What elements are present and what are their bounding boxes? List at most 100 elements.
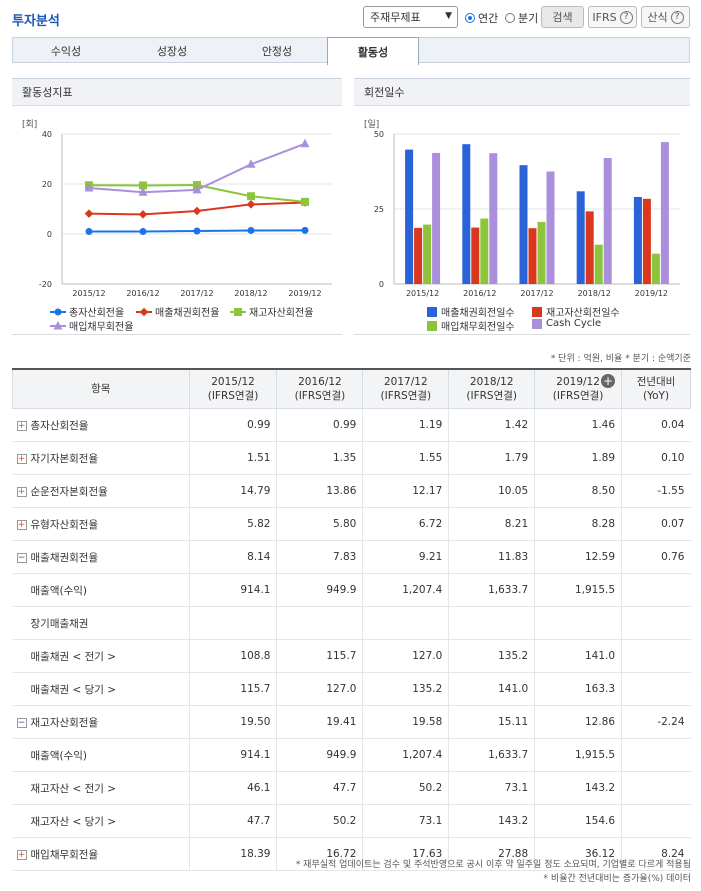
tab-activity[interactable]: 활동성	[327, 37, 419, 65]
value-cell: 50.2	[362, 771, 450, 805]
value-cell: 11.83	[448, 540, 536, 574]
bar	[603, 158, 612, 284]
value-cell: 141.0	[448, 672, 536, 706]
legend-item: Cash Cycle	[532, 318, 601, 329]
ifrs-help-button[interactable]: IFRS ?	[588, 6, 637, 28]
x-tick-label: 2018/12	[578, 289, 611, 298]
data-point	[138, 187, 148, 196]
column-header: 2016/12 (IFRS연결)	[276, 368, 364, 409]
bar	[519, 165, 528, 284]
value-cell: 46.1	[189, 771, 278, 805]
yoy-cell: -1.55	[621, 474, 691, 508]
activity-data-table: 항목 2015/12 (IFRS연결) 2016/12 (IFRS연결) 2017/…	[12, 368, 691, 871]
data-point	[192, 184, 202, 194]
data-point	[84, 183, 94, 192]
tab-profitability[interactable]: 수익성	[13, 38, 119, 63]
legend-label: Cash Cycle	[546, 318, 602, 329]
value-cell: 14.79	[189, 474, 278, 508]
yoy-cell	[621, 672, 691, 706]
value-cell: 18.39	[189, 837, 278, 871]
row-label-cell: 재고자산 < 전기 >	[12, 771, 190, 805]
value-cell: 1,207.4	[362, 573, 450, 607]
table-row[interactable]: + 총자산회전율 0.99 0.99 1.19 1.42 1.46 0.04	[12, 408, 691, 442]
table-row[interactable]: + 유형자산회전율 5.82 5.80 6.72 8.21 8.28 0.07	[12, 507, 691, 541]
bar	[480, 218, 489, 284]
search-button[interactable]: 검색	[541, 6, 584, 28]
legend-item: 매출채권회전일수	[427, 304, 515, 319]
value-cell	[362, 606, 450, 640]
ifrs-button-label: IFRS	[592, 10, 617, 24]
value-cell: 8.14	[189, 540, 278, 574]
legend-label: 매입채무회전율	[69, 322, 134, 333]
value-cell	[189, 606, 278, 640]
column-header-yoy: 전년대비 (YoY)	[621, 368, 691, 409]
yoy-cell: 0.07	[621, 507, 691, 541]
column-header-item: 항목	[12, 368, 190, 409]
legend-item: 재고자산회전율	[230, 304, 313, 319]
row-label: 순운전자본회전율	[30, 485, 108, 498]
analysis-tabs: 수익성 성장성 안정성 활동성	[12, 37, 690, 65]
radio-annual[interactable]: 연간	[465, 10, 498, 26]
radio-quarter[interactable]: 분기	[505, 10, 538, 26]
value-cell: 8.21	[448, 507, 536, 541]
bar	[651, 253, 660, 284]
x-tick-label: 2017/12	[520, 289, 553, 298]
expand-icon[interactable]: +	[16, 849, 27, 860]
table-row: 매출채권 < 전기 > 108.8 115.7 127.0 135.2 141.0	[12, 639, 691, 673]
column-basis: (YoY)	[642, 390, 670, 402]
expand-icon[interactable]: +	[16, 486, 27, 497]
column-basis: (IFRS연결)	[466, 390, 518, 402]
table-row[interactable]: + 매입채무회전율 18.39 16.72 17.63 27.88 36.12 8.24	[12, 837, 691, 871]
collapse-icon[interactable]: −	[16, 717, 27, 728]
x-tick-label: 2019/12	[635, 289, 668, 298]
legend-marker-icon	[50, 320, 66, 329]
page-title: 투자분석	[12, 14, 60, 29]
tab-growth[interactable]: 성장성	[119, 38, 225, 63]
statement-type-select[interactable]: 주재무제표 ▼	[363, 6, 458, 28]
expand-icon[interactable]: +	[16, 420, 27, 431]
column-year: 2017/12	[384, 376, 428, 388]
value-cell: 12.86	[534, 705, 623, 739]
value-cell: 9.21	[362, 540, 450, 574]
yoy-cell	[621, 771, 691, 805]
footnote: * 재무실적 업데이트는 검수 및 주석반영으로 공시 이후 약 일주일 정도 …	[295, 860, 691, 870]
table-row[interactable]: − 매출채권회전율 8.14 7.83 9.21 11.83 12.59 0.76	[12, 540, 691, 574]
data-point	[139, 228, 147, 236]
expand-icon[interactable]: +	[16, 519, 27, 530]
column-basis: (IFRS연결)	[294, 390, 346, 402]
legend-swatch	[532, 318, 542, 329]
row-label-cell: + 매입채무회전율	[12, 837, 190, 871]
value-cell: 163.3	[534, 672, 623, 706]
legend-item: 총자산회전율	[50, 304, 124, 319]
value-cell: 10.05	[448, 474, 536, 508]
row-label: 매출채권 < 당기 >	[30, 683, 117, 696]
table-row[interactable]: + 자기자본회전율 1.51 1.35 1.55 1.79 1.89 0.10	[12, 441, 691, 475]
value-cell: 1,915.5	[534, 573, 623, 607]
bar	[423, 224, 432, 284]
value-cell: 13.86	[276, 474, 364, 508]
table-row[interactable]: + 순운전자본회전율 14.79 13.86 12.17 10.05 8.50 -1.55	[12, 474, 691, 508]
table-row[interactable]: − 재고자산회전율 19.50 19.41 19.58 15.11 12.86 -2.24	[12, 705, 691, 739]
legend-label: 총자산회전율	[69, 308, 125, 319]
column-year: 2016/12	[298, 376, 342, 388]
row-label: 재고자산 < 전기 >	[30, 782, 117, 795]
table-header-row: 항목 2015/12 (IFRS연결) 2016/12 (IFRS연결) 2017/…	[12, 368, 691, 409]
value-cell: 127.0	[362, 639, 450, 673]
tab-stability[interactable]: 안정성	[225, 38, 329, 63]
tab-label: 성장성	[156, 44, 188, 58]
value-cell: 1,633.7	[448, 738, 536, 772]
expand-icon[interactable]: +	[16, 453, 27, 464]
y-tick-label: 50	[374, 130, 384, 139]
value-cell: 19.50	[189, 705, 278, 739]
row-label-cell: + 순운전자본회전율	[12, 474, 190, 508]
formula-help-button[interactable]: 산식 ?	[641, 6, 690, 28]
collapse-icon[interactable]: −	[16, 552, 27, 563]
data-point	[246, 159, 256, 168]
column-header: 2018/12 (IFRS연결)	[448, 368, 536, 409]
data-point	[84, 209, 94, 218]
value-cell: 108.8	[189, 639, 278, 673]
turnover-days-panel: 회전일수	[354, 78, 690, 335]
add-column-icon[interactable]: +	[601, 374, 616, 388]
row-label-cell: − 매출채권회전율	[12, 540, 190, 574]
column-year: 전년대비	[636, 376, 676, 388]
